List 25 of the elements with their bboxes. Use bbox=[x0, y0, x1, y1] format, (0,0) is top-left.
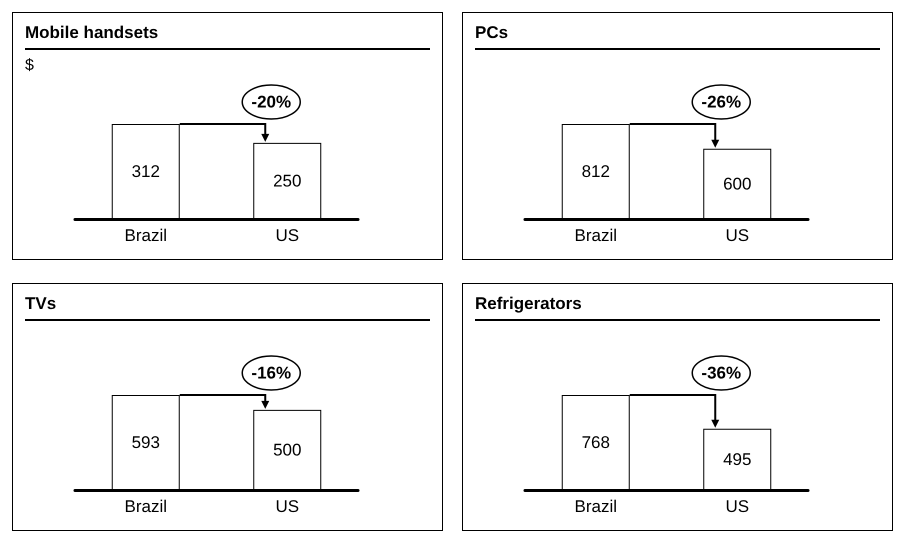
x-tick-label: Brazil bbox=[574, 497, 618, 516]
text: -26% bbox=[701, 92, 742, 112]
data-label: 593 bbox=[132, 433, 160, 452]
data-label: 500 bbox=[273, 440, 302, 460]
x-tick-label: US bbox=[725, 226, 750, 245]
x-tick-label: US bbox=[275, 497, 300, 516]
x-tick-label: Brazil bbox=[574, 226, 618, 245]
data-label: 312 bbox=[132, 162, 160, 181]
y-axis-title: $ bbox=[25, 57, 34, 75]
text: -20% bbox=[251, 92, 292, 112]
chart-title: Refrigerators bbox=[475, 294, 880, 321]
data-label: 812 bbox=[582, 162, 610, 181]
data-label: 495 bbox=[723, 450, 752, 469]
data-label: 768 bbox=[582, 433, 610, 452]
x-tick-label: Brazil bbox=[124, 497, 168, 516]
data-label: 250 bbox=[273, 171, 302, 190]
data-label: 600 bbox=[723, 174, 752, 194]
x-tick-label: US bbox=[725, 497, 750, 516]
x-tick-label: Brazil bbox=[124, 226, 168, 245]
chart-title: TVs bbox=[25, 294, 430, 321]
chart-title: PCs bbox=[475, 23, 880, 50]
chart-title: Mobile handsets bbox=[25, 23, 430, 50]
text: -16% bbox=[251, 364, 292, 382]
x-tick-label: US bbox=[275, 226, 300, 245]
text: -36% bbox=[701, 364, 742, 382]
